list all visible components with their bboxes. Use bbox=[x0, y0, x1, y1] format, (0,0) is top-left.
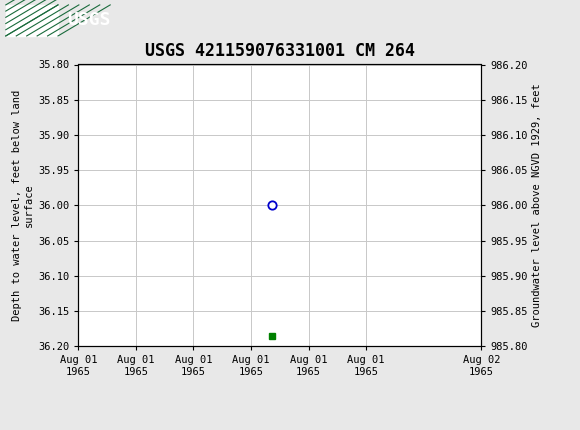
FancyBboxPatch shape bbox=[6, 5, 58, 36]
Text: USGS: USGS bbox=[67, 12, 110, 29]
Y-axis label: Depth to water level, feet below land
surface: Depth to water level, feet below land su… bbox=[12, 90, 34, 321]
Legend: Period of approved data: Period of approved data bbox=[182, 428, 378, 430]
Y-axis label: Groundwater level above NGVD 1929, feet: Groundwater level above NGVD 1929, feet bbox=[532, 83, 542, 327]
Title: USGS 421159076331001 CM 264: USGS 421159076331001 CM 264 bbox=[145, 42, 415, 60]
